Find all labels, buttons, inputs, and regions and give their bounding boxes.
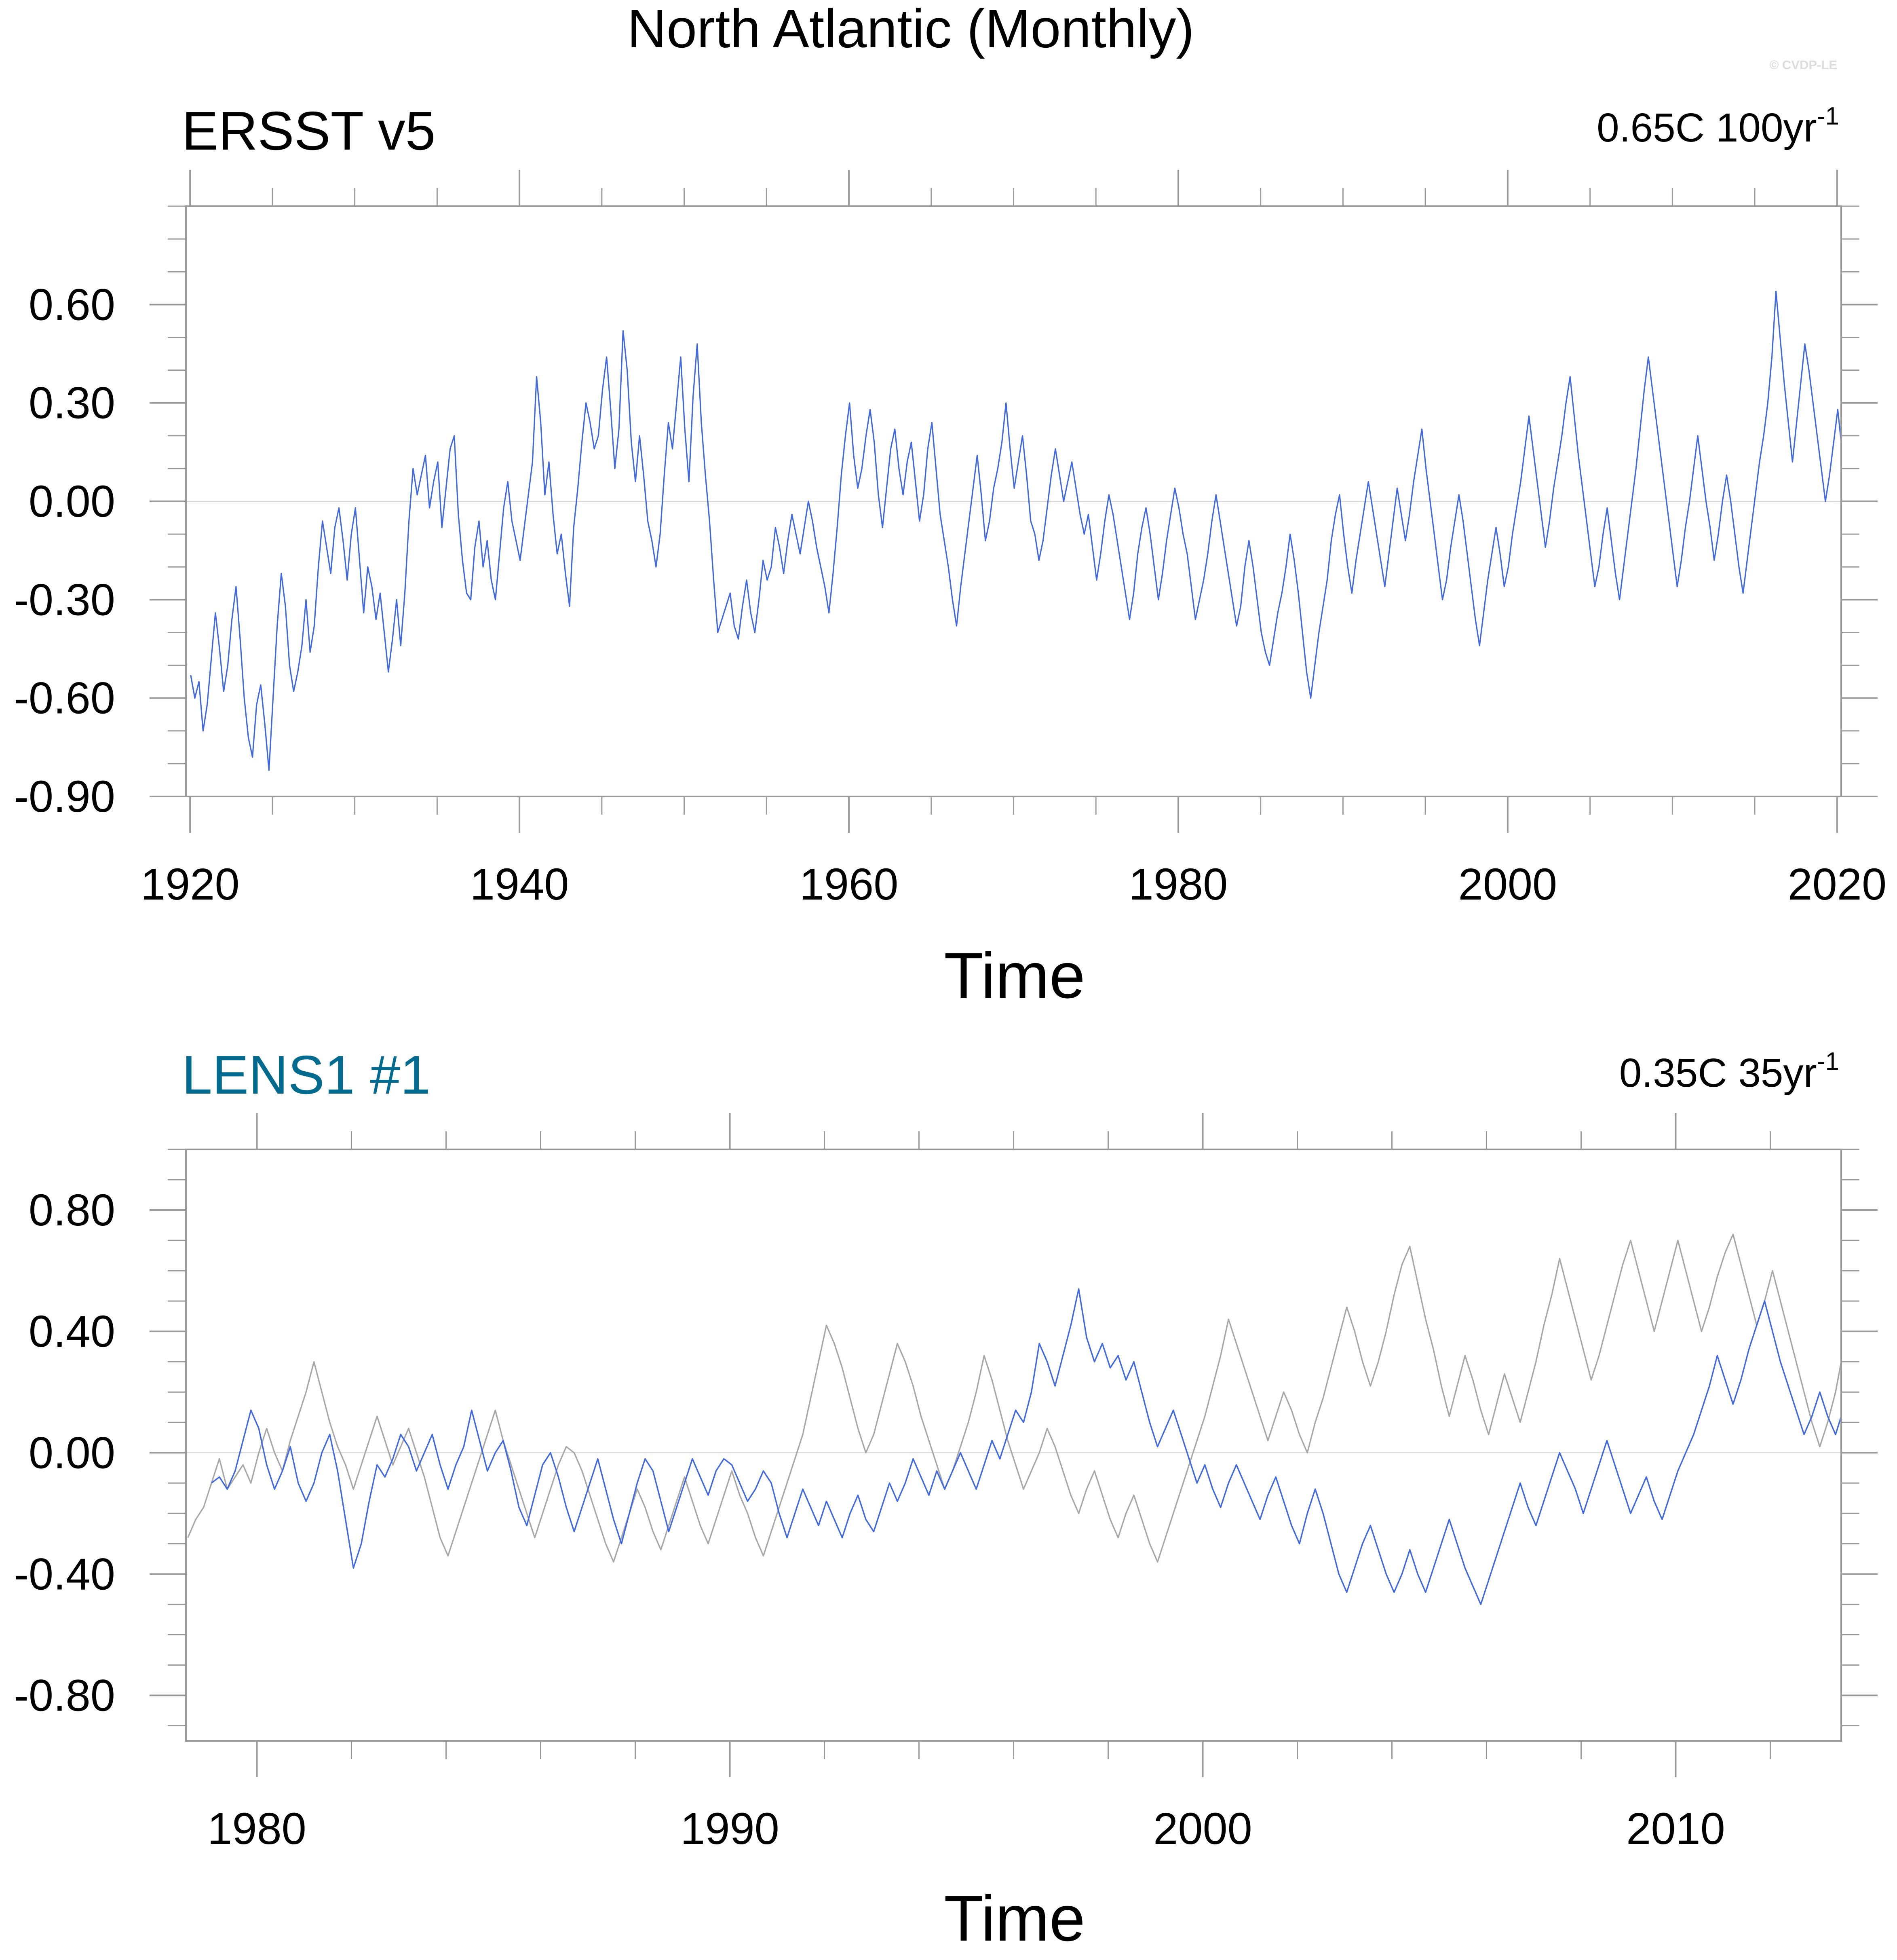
x-axis-lens: 1980 1990 2000 2010 [207,1804,1725,1854]
trend-sup-lens: -1 [1817,1048,1839,1075]
panel-ersst: ERSST v5 0.65C 100yr-1 -0.90 -0.60 -0.30 0.… [14,100,1886,1012]
y-tick-label: 0.00 [29,477,115,526]
x-axis-title-ersst: Time [944,939,1085,1012]
y-tick-label: 0.00 [29,1428,115,1478]
x-tick-label: 2000 [1153,1804,1252,1854]
series-line-overlay [187,1191,1842,1563]
series-line-primary [211,1282,1842,1605]
trend-value-ersst: 0.65C 100yr [1597,105,1817,150]
watermark: © CVDP-LE [1769,58,1837,72]
panel-title-lens: LENS1 #1 [182,1044,430,1105]
x-tick-label: 2020 [1787,860,1886,909]
x-axis-ersst: 1920 1940 1960 1980 2000 2020 [141,860,1886,909]
y-tick-label: -0.80 [14,1671,115,1720]
x-tick-label: 1980 [207,1804,306,1854]
axis-ticks-lens [150,1113,1878,1777]
x-tick-label: 2010 [1626,1804,1725,1854]
trend-value-lens: 0.35C 35yr [1619,1050,1817,1096]
plot-frame-lens [185,1149,1842,1742]
trend-label-ersst: 0.65C 100yr-1 [1597,102,1839,150]
panel-title-ersst: ERSST v5 [182,100,436,161]
figure-title: North Atlantic (Monthly) [627,0,1194,59]
x-tick-label: 2000 [1458,860,1557,909]
axis-ticks-ersst [150,170,1878,833]
series-lens [187,1191,1842,1605]
y-tick-label: -0.30 [14,575,115,625]
x-tick-label: 1990 [680,1804,779,1854]
x-axis-title-lens: Time [944,1882,1085,1954]
y-tick-label: 0.30 [29,378,115,428]
y-axis-lens: -0.80 -0.40 0.00 0.40 0.80 [14,1185,115,1720]
y-tick-label: 0.40 [29,1307,115,1356]
y-tick-label: 0.60 [29,280,115,329]
y-tick-label: -0.90 [14,772,115,822]
series-ersst [190,218,1842,771]
x-tick-label: 1980 [1129,860,1228,909]
x-tick-label: 1960 [800,860,899,909]
x-tick-label: 1940 [470,860,569,909]
y-tick-label: -0.40 [14,1549,115,1599]
y-tick-label: -0.60 [14,674,115,723]
trend-sup-ersst: -1 [1817,102,1839,130]
panel-lens: LENS1 #1 0.35C 35yr-1 -0.80 -0.40 0.00 0.40… [14,1044,1878,1954]
series-line-primary [190,218,1842,771]
y-axis-ersst: -0.90 -0.60 -0.30 0.00 0.30 0.60 [14,280,115,822]
trend-label-lens: 0.35C 35yr-1 [1619,1048,1839,1096]
x-tick-label: 1920 [141,860,240,909]
y-tick-label: 0.80 [29,1185,115,1235]
